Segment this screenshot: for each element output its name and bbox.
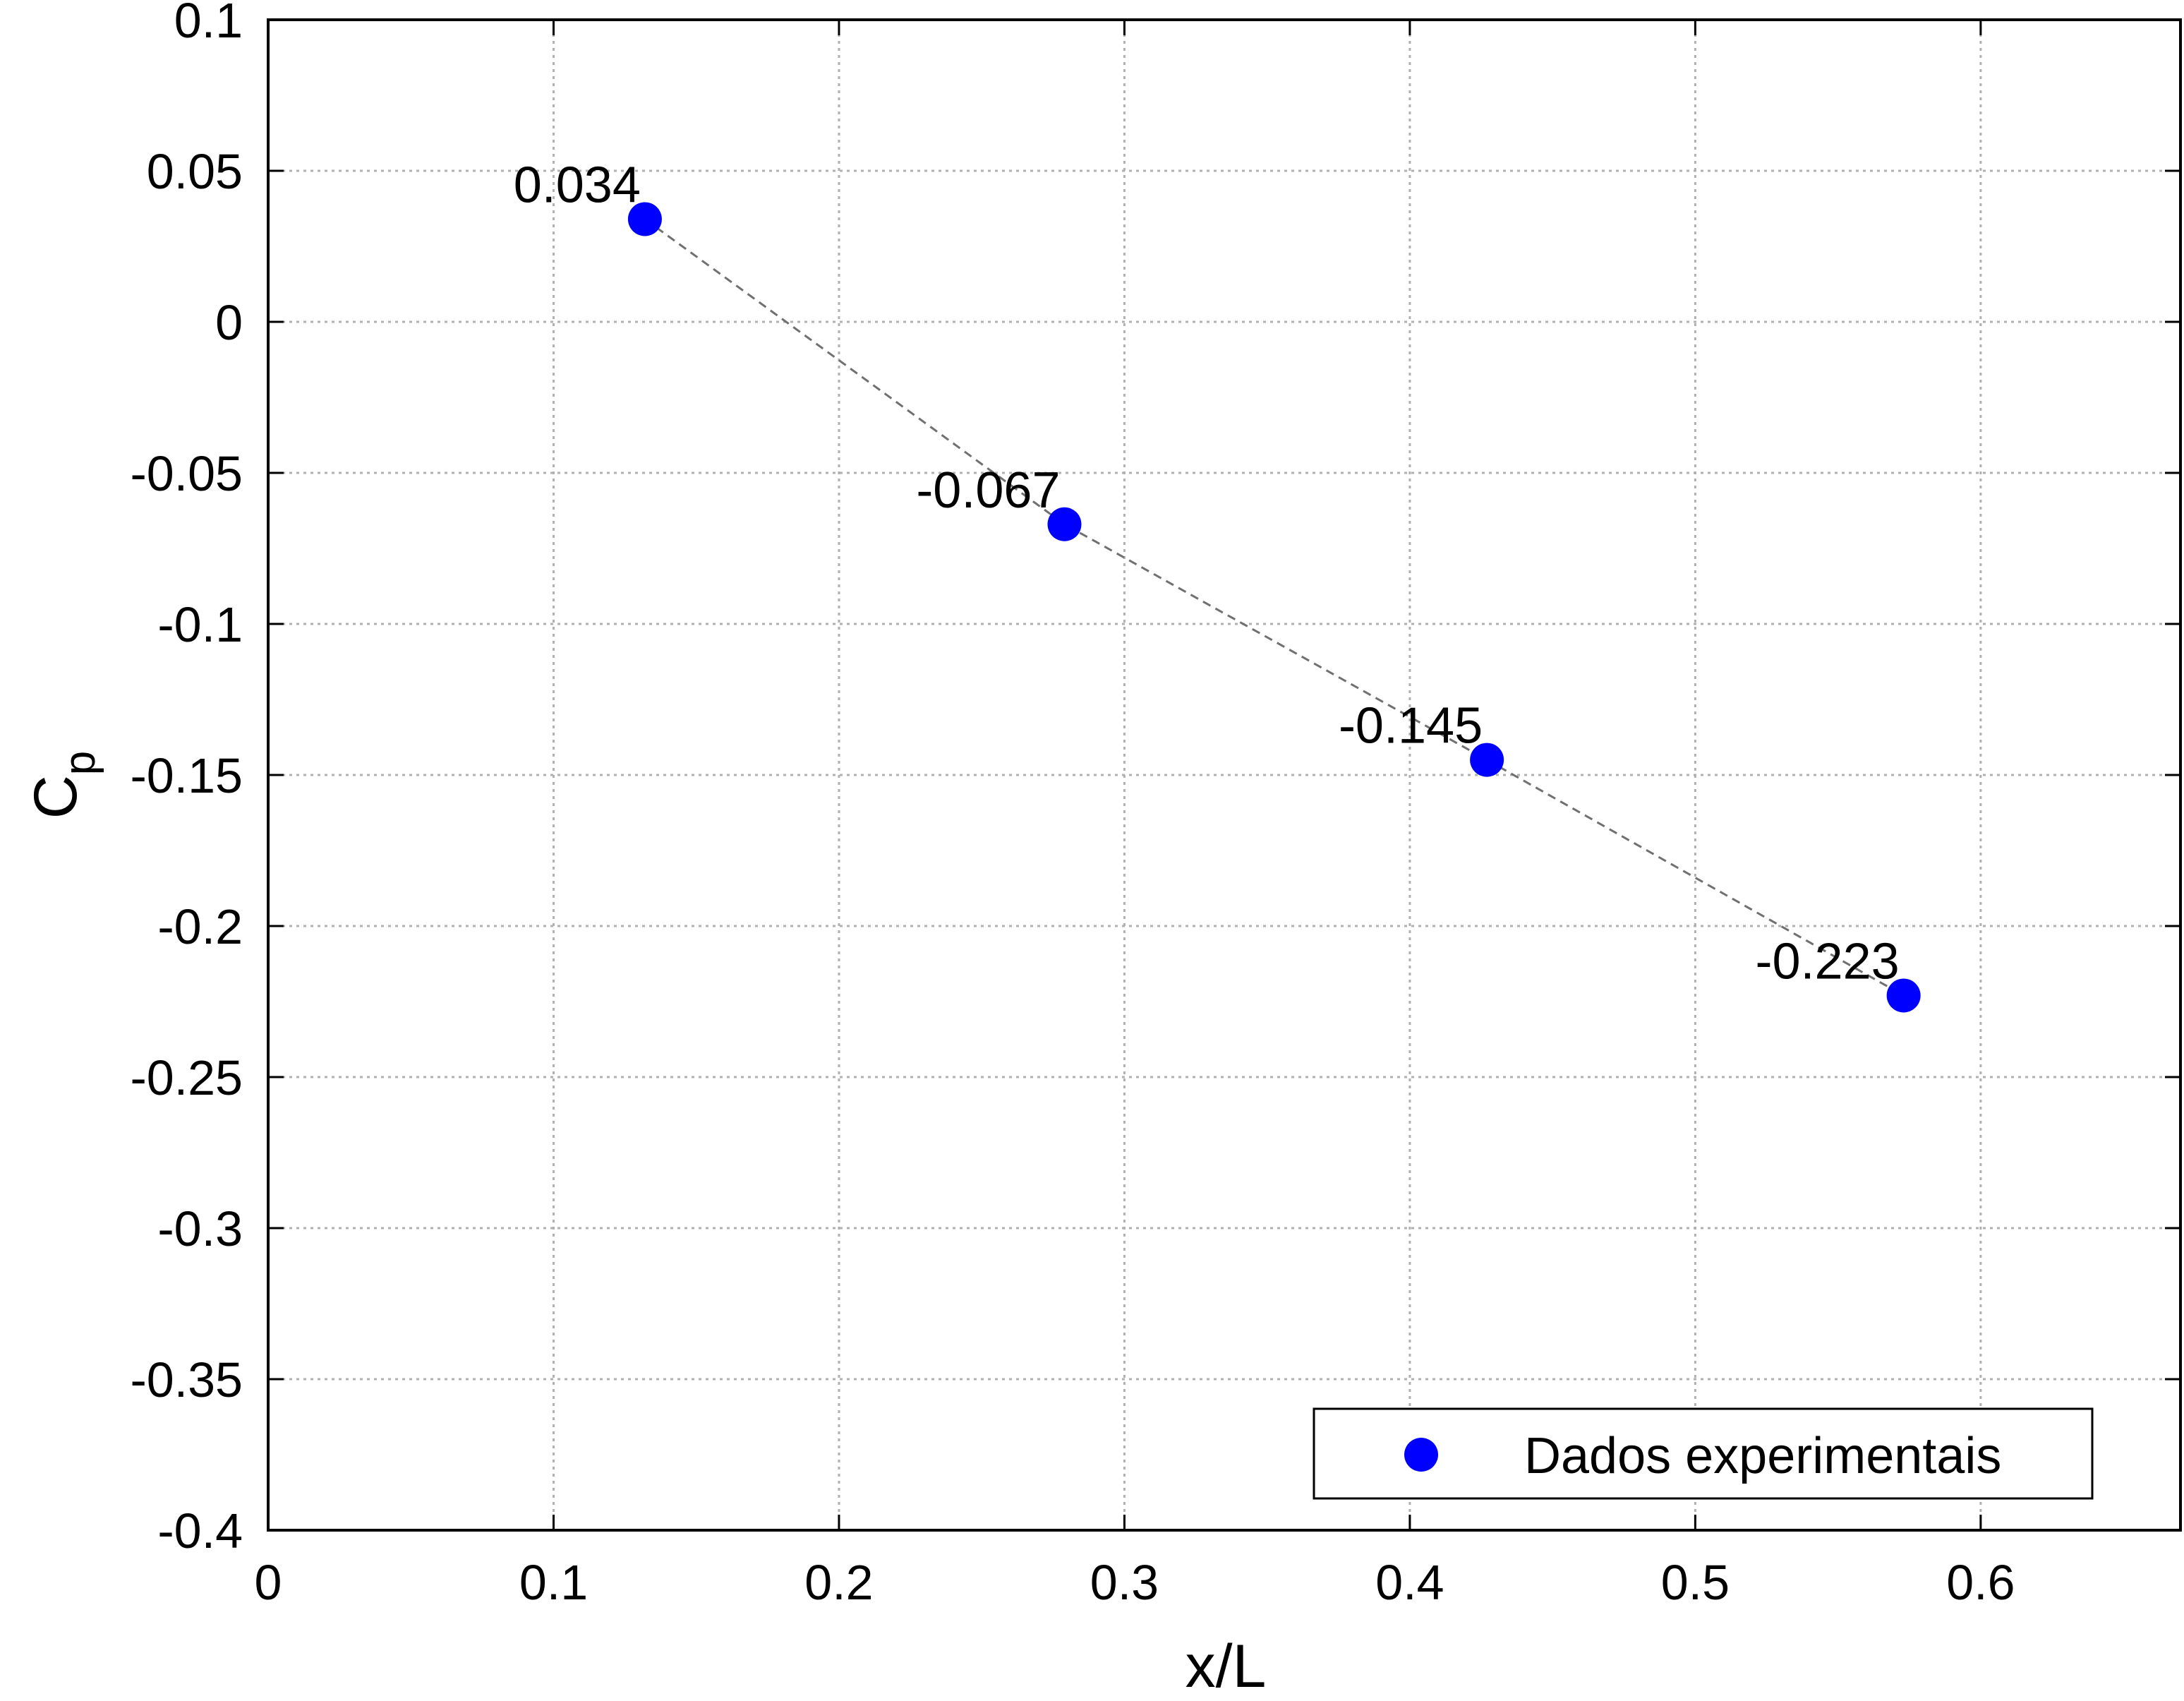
x-tick-label: 0.6: [1946, 1555, 2015, 1610]
y-tick-label: -0.4: [157, 1503, 243, 1558]
y-tick-label: 0: [215, 295, 243, 350]
x-tick-label: 0.1: [519, 1555, 588, 1610]
x-tick-label: 0.3: [1090, 1555, 1159, 1610]
data-point-label: 0.034: [514, 157, 641, 213]
data-point: [627, 202, 662, 236]
grid-lines: [268, 20, 2180, 1530]
data-point: [1470, 743, 1504, 777]
y-tick-label: -0.05: [130, 446, 243, 501]
x-tick-label: 0.4: [1375, 1555, 1444, 1610]
points-layer: [627, 202, 1921, 1013]
y-tick-label: 0.1: [174, 0, 243, 48]
y-tick-label: -0.35: [130, 1352, 243, 1407]
tick-marks: [267, 18, 2180, 1532]
x-tick-label: 0: [255, 1555, 282, 1610]
legend-label: Dados experimentais: [1524, 1428, 2001, 1484]
legend-box: [1313, 1407, 2094, 1500]
y-axis-label: Cp: [22, 751, 104, 819]
y-tick-label: -0.2: [157, 899, 243, 954]
data-point-label: -0.145: [1339, 698, 1483, 755]
x-tick-label: 0.5: [1661, 1555, 1730, 1610]
x-axis-label: x/L: [1185, 1633, 1267, 1700]
x-tick-label: 0.2: [804, 1555, 873, 1610]
data-point: [1047, 507, 1082, 541]
y-axis-label-subscript: p: [56, 751, 104, 775]
point-labels: 0.034 -0.067 -0.145 -0.223: [514, 157, 1900, 990]
y-tick-label: 0.05: [147, 144, 243, 199]
y-tick-label: -0.25: [130, 1050, 243, 1105]
y-tick-labels: 0.1 0.05 0 -0.05 -0.1 -0.15 -0.2 -0.25 -0.3 -0.35…: [130, 0, 243, 1558]
data-point-label: -0.223: [1756, 933, 1900, 990]
x-tick-labels: 0 0.1 0.2 0.3 0.4 0.5 0.6: [255, 1555, 2015, 1610]
data-point: [1886, 978, 1921, 1013]
data-point-label: -0.067: [916, 462, 1060, 519]
legend-marker: [1404, 1438, 1438, 1472]
y-tick-label: -0.3: [157, 1201, 243, 1256]
y-tick-label: -0.15: [130, 748, 243, 803]
y-tick-label: -0.1: [157, 597, 243, 652]
trend-layer: [644, 218, 1905, 997]
legend: Dados experimentais: [1313, 1407, 2094, 1500]
y-axis-label-main: C: [22, 775, 90, 819]
trend-line: [644, 218, 1905, 997]
